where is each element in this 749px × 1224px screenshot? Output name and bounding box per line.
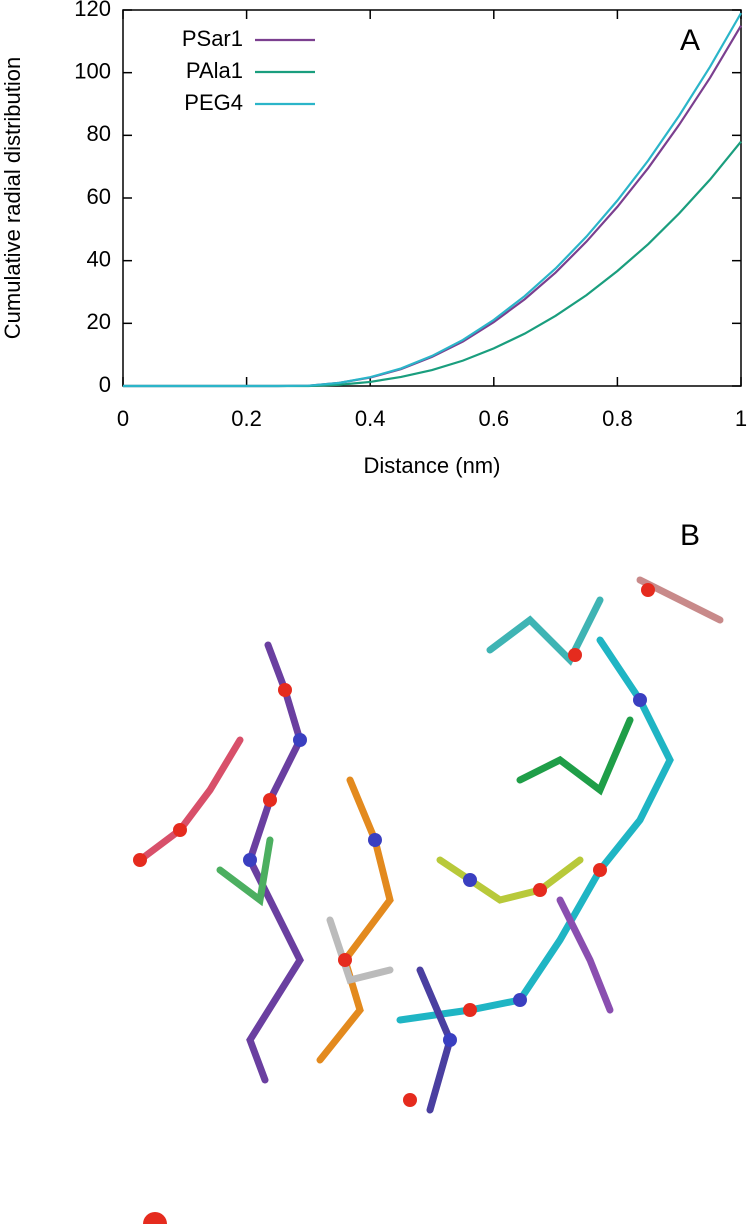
legend-label: PEG4 [184,90,243,115]
panel-label: B [680,519,700,552]
data-line [123,12,742,388]
y-tick-label: 0 [99,372,111,397]
molecular-rendering [136,576,724,1114]
y-tick-label: 100 [74,58,111,83]
x-tick-label: 0 [117,406,129,431]
x-tick-label: 1 [735,406,747,431]
y-tick-label: 120 [74,0,111,21]
y-axis-label: Cumulative radial distribution [0,57,25,339]
y-tick-label: 40 [87,246,111,271]
x-tick-label: 0.6 [479,406,510,431]
y-tick-label: 60 [87,184,111,209]
data-line [123,140,742,388]
legend-label: PSar1 [182,26,243,51]
atoms [133,583,655,1224]
x-tick-label: 0.4 [355,406,386,431]
y-tick-label: 80 [87,121,111,146]
x-tick-label: 0.2 [231,406,262,431]
y-tick-label: 20 [87,309,111,334]
x-axis-label: Distance (nm) [364,453,501,478]
panel-label: A [680,24,700,57]
x-tick-label: 0.8 [602,406,633,431]
legend-label: PAla1 [186,58,243,83]
